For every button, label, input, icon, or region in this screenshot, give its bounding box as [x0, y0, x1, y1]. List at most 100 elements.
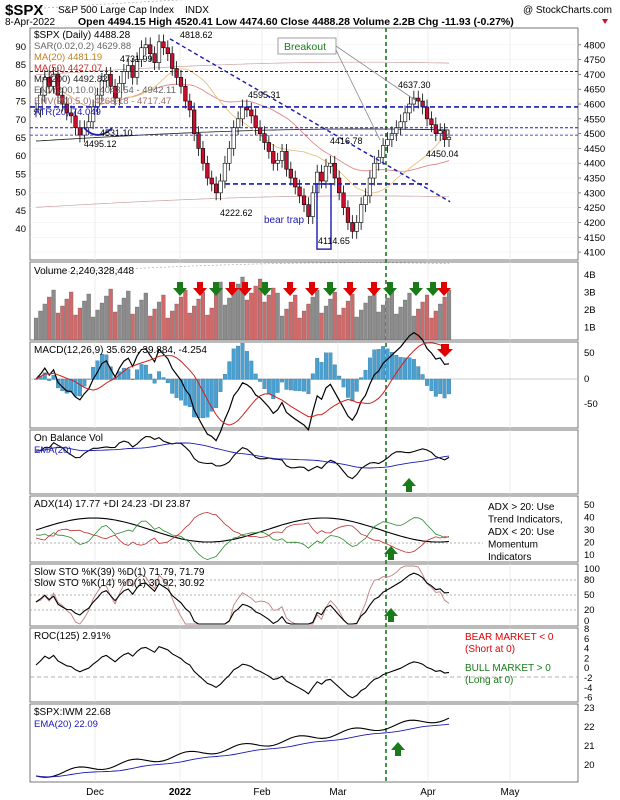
price-annotation-p4495: 4495.12 [84, 139, 117, 149]
volume-bar [420, 301, 425, 341]
price-axis-label: 4400 [584, 159, 605, 170]
volume-bar [64, 298, 69, 341]
candle-body [205, 162, 210, 179]
candle-body [148, 44, 153, 54]
macd-histogram-bar [438, 378, 443, 394]
macd-label: MACD(12,26,9) 35.629, 39.884, -4.254 [34, 345, 207, 356]
price-annotation-p4595: 4595.31 [248, 90, 281, 100]
candle-body [380, 145, 386, 158]
red-down-arrow-icon [225, 282, 239, 296]
candle-body [411, 97, 416, 105]
red-down-arrow-icon [238, 282, 252, 296]
macd-histogram-bar [306, 378, 311, 395]
macd-histogram-bar [165, 378, 170, 384]
price-axis-label: 4750 [584, 55, 605, 66]
candle-body [91, 106, 96, 123]
candle-body [433, 124, 438, 134]
candle-body [192, 109, 197, 134]
candle-body [319, 171, 324, 182]
price-axis-label: 4450 [584, 144, 605, 155]
adx-axis-label: 20 [584, 538, 595, 549]
atr-axis-label: 40 [15, 224, 26, 235]
macd-histogram-bar [161, 377, 166, 380]
volume-bar [200, 291, 206, 341]
candle-body [306, 204, 311, 217]
sto39-line [35, 572, 450, 625]
candle-body [293, 177, 298, 188]
macd-histogram-bar [275, 378, 280, 393]
candle-body [200, 148, 206, 164]
ratio-axis-label: 22 [584, 722, 595, 733]
macd-histogram-bar [244, 351, 249, 380]
adx-line [35, 517, 450, 543]
macd-histogram-bar [345, 378, 350, 398]
adx-note: Trend Indicators, [488, 515, 563, 526]
volume-bar [240, 276, 245, 341]
macd-histogram-bar [324, 352, 328, 380]
roc-axis-label: 8 [584, 624, 589, 635]
volume-bar [275, 292, 280, 341]
volume-bar [214, 288, 219, 341]
breakout-pointer [335, 45, 416, 101]
macd-histogram-bar [139, 364, 144, 380]
macd-histogram-bar [284, 378, 289, 390]
volume-bar [433, 310, 438, 341]
roc-axis-label: 0 [584, 663, 589, 674]
macd-histogram-bar [359, 377, 364, 380]
candle-body [99, 80, 105, 96]
volume-bar [385, 297, 390, 341]
volume-bar [218, 281, 223, 341]
volume-bar [345, 300, 350, 341]
ohlc-stats: Open 4494.15 High 4520.41 Low 4474.60 Cl… [78, 16, 514, 28]
watermark: @ StockCharts.com [523, 5, 612, 16]
roc-bull-note: (Long at 0) [465, 675, 513, 686]
x-tick-label-Apr: Apr [420, 787, 436, 798]
x-tick-label-Mar: Mar [329, 787, 347, 798]
env5-lower-line [35, 195, 449, 208]
legend-sar: SAR(0.02,0.2) 4629.88 [34, 41, 131, 52]
candle-body [310, 192, 315, 217]
candle-body [112, 85, 118, 99]
candle-body [183, 85, 188, 102]
candle-body [60, 94, 65, 105]
env10-lower-line [35, 262, 449, 274]
x-tick-label-2022: 2022 [169, 787, 192, 798]
macd-histogram-bar [420, 374, 425, 380]
candle-body [152, 53, 157, 63]
volume-bar [77, 307, 82, 341]
candle-body [42, 77, 47, 96]
price-axis-label: 4800 [584, 40, 605, 51]
volume-bar [178, 296, 184, 341]
macd-histogram-bar [433, 378, 438, 397]
red-down-arrow-icon [343, 282, 357, 296]
macd-histogram-bar [47, 378, 52, 381]
candle-body [323, 165, 329, 182]
candle-body [394, 127, 399, 134]
candle-body [279, 151, 285, 161]
volume-bar [279, 315, 285, 341]
price-annotation-p4416: 4416.78 [330, 136, 363, 146]
legend-atr: ATR(20) 74.049 [34, 107, 101, 118]
volume-bar [315, 289, 320, 341]
macd-histogram-bar [179, 378, 183, 401]
price-axis-label: 4250 [584, 203, 605, 214]
price-annotation-p4731: 4731.99 [120, 54, 153, 64]
volume-bar [152, 308, 157, 341]
price-axis-label: 4150 [584, 233, 605, 244]
volume-bar [301, 310, 307, 341]
volume-axis-label: 2B [584, 305, 596, 316]
macd-histogram-bar [34, 378, 38, 380]
volume-axis-label: 3B [584, 288, 596, 299]
candle-body [170, 53, 175, 69]
roc-axis-label: 6 [584, 634, 589, 645]
price-annotation-p4818: 4818.62 [180, 30, 213, 40]
atr-axis-label: 90 [15, 42, 26, 53]
atr-axis-label: 70 [15, 115, 26, 126]
volume-bar [148, 315, 153, 341]
volume-bar [266, 294, 271, 341]
volume-bar [82, 300, 87, 341]
volume-bar [424, 294, 430, 341]
candle-body [51, 74, 56, 87]
macd-line [35, 331, 450, 442]
